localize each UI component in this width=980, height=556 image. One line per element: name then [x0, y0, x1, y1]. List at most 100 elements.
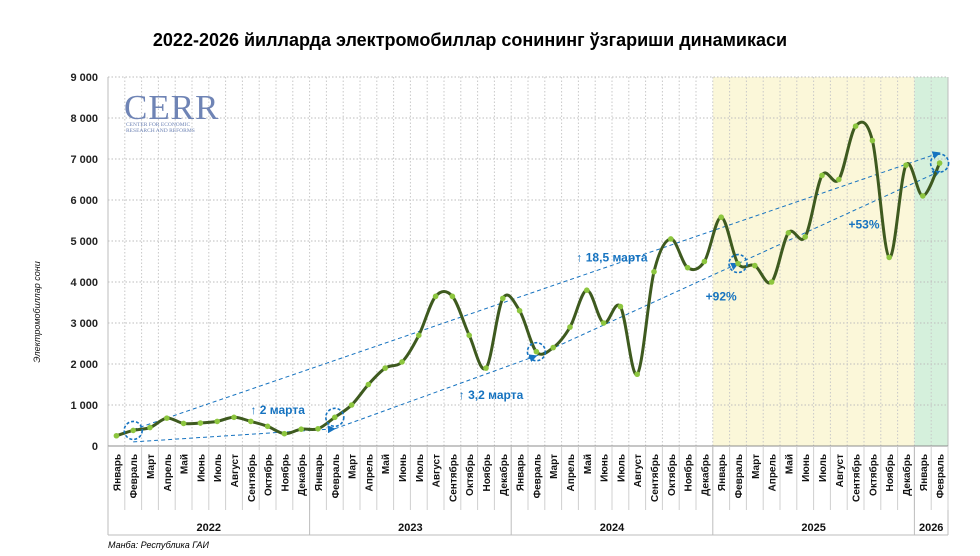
data-point-49 — [936, 160, 943, 166]
source-note: Манба: Республика ГАИ — [108, 540, 209, 550]
x-tick-label: Июль — [213, 454, 224, 482]
data-point-47 — [903, 162, 909, 168]
data-point-45 — [869, 137, 876, 144]
data-point-11 — [298, 426, 305, 432]
x-tick-label: Август — [835, 454, 846, 487]
x-tick-label: Апрель — [364, 454, 375, 491]
data-point-31 — [634, 371, 640, 378]
x-tick-label: Март — [146, 454, 157, 479]
x-tick-label: Май — [583, 454, 594, 474]
trend-arrow-1 — [133, 425, 336, 443]
data-point-10 — [281, 430, 288, 437]
x-tick-label: Сентябрь — [447, 454, 459, 502]
x-tick-label: Июль — [818, 454, 829, 482]
trend-label: +92% — [706, 289, 737, 303]
x-tick-label: Февраль — [936, 454, 947, 498]
x-tick-label: Октябрь — [867, 454, 879, 496]
x-tick-label: Февраль — [734, 454, 745, 498]
data-point-38 — [752, 262, 758, 269]
year-label: 2022 — [197, 522, 221, 534]
x-tick-label: Декабрь — [296, 454, 308, 496]
y-tick-label: 4 000 — [70, 277, 98, 289]
x-tick-label: Сентябрь — [851, 454, 863, 502]
data-point-18 — [416, 332, 422, 339]
year-label: 2026 — [919, 522, 943, 534]
data-point-19 — [432, 293, 439, 300]
x-tick-label: Июнь — [801, 454, 812, 482]
data-point-21 — [466, 332, 473, 339]
x-tick-label: Апрель — [163, 454, 174, 491]
data-point-28 — [584, 287, 590, 294]
data-point-43 — [836, 176, 842, 183]
x-tick-label: Октябрь — [464, 454, 476, 496]
x-tick-label: Май — [784, 454, 795, 474]
logo-sub-1: CENTER FOR ECONOMIC — [126, 122, 191, 128]
highlight-circle-4 — [929, 153, 950, 173]
highlight-region-1 — [914, 77, 948, 446]
x-tick-label: Сентябрь — [649, 454, 661, 502]
data-point-29 — [600, 320, 607, 326]
x-tick-label: Апрель — [768, 454, 779, 491]
x-tick-label: Май — [381, 454, 392, 474]
logo-main: CERR — [124, 88, 219, 127]
logo-sub-2: RESEARCH AND REFORMS — [126, 128, 195, 134]
x-tick-label: Март — [751, 454, 762, 479]
y-tick-label: 5 000 — [70, 236, 98, 248]
x-tick-label: Июнь — [196, 454, 207, 482]
year-label: 2023 — [398, 522, 422, 534]
data-point-33 — [668, 236, 674, 242]
grid — [108, 76, 948, 446]
data-point-41 — [802, 234, 808, 240]
y-tick-label: 7 000 — [70, 154, 98, 166]
x-tick-label: Июнь — [600, 454, 611, 482]
data-point-26 — [550, 344, 556, 351]
data-point-34 — [684, 264, 691, 271]
y-tick-label: 6 000 — [70, 195, 98, 207]
data-point-6 — [214, 418, 220, 425]
data-point-36 — [718, 214, 724, 221]
y-tick-label: 3 000 — [70, 318, 98, 330]
x-tick-label: Ноябрь — [683, 454, 695, 491]
x-tick-label: Ноябрь — [279, 454, 291, 491]
x-tick-label: Январь — [516, 454, 527, 491]
trend-arrow-2 — [334, 354, 538, 430]
highlight-region-0 — [712, 77, 915, 446]
data-point-24 — [516, 307, 523, 314]
x-tick-label: Сентябрь — [246, 454, 258, 502]
trend-arrow-3 — [536, 262, 739, 357]
y-tick-label: 8 000 — [70, 113, 98, 125]
x-tick-label: Ноябрь — [481, 454, 493, 491]
x-tick-label: Август — [633, 454, 644, 487]
data-point-30 — [617, 303, 624, 310]
data-point-5 — [197, 420, 204, 426]
year-label: 2025 — [801, 522, 825, 534]
y-tick-label: 1 000 — [70, 400, 98, 412]
highlight-regions — [712, 77, 948, 446]
highlight-circle-1 — [324, 407, 345, 428]
cerr-logo: CERR CENTER FOR ECONOMIC RESEARCH AND RE… — [124, 88, 219, 134]
trend-label: ↑ 3,2 марта — [459, 388, 524, 402]
data-point-39 — [768, 279, 775, 285]
data-point-9 — [264, 423, 271, 430]
data-series — [113, 120, 950, 441]
data-point-3 — [164, 415, 170, 421]
trend-arrow-4 — [737, 170, 941, 265]
x-tick-label: Апрель — [566, 454, 577, 491]
data-point-0 — [113, 432, 120, 439]
x-tick-label: Февраль — [532, 454, 543, 498]
highlight-circle-3 — [728, 253, 748, 274]
x-tick-label: Ноябрь — [884, 454, 896, 491]
y-tick-label: 0 — [92, 441, 98, 453]
x-tick-label: Август — [432, 454, 443, 487]
x-tick-label: Январь — [112, 454, 123, 491]
x-tick-label: Март — [348, 454, 359, 479]
x-tick-label: Июль — [415, 454, 426, 482]
x-tick-label: Октябрь — [263, 454, 275, 496]
data-point-2 — [147, 424, 153, 431]
x-tick-label: Июль — [616, 454, 627, 482]
data-point-23 — [500, 295, 506, 302]
y-tick-label: 9 000 — [70, 72, 98, 84]
data-point-20 — [449, 293, 456, 300]
highlight-circle-2 — [526, 341, 547, 362]
